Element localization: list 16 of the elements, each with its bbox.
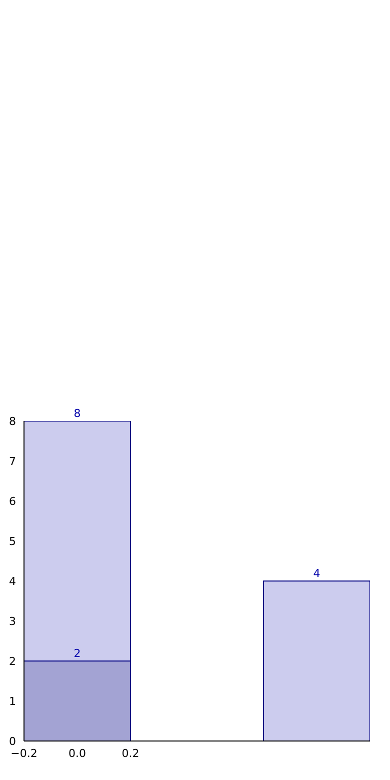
y-tick-label: 6 [9, 494, 16, 508]
x-tick-label: −0.2 [10, 746, 38, 760]
y-tick-label: 1 [9, 694, 16, 708]
y-tick-label: 0 [9, 734, 16, 748]
y-tick-label: 7 [9, 454, 16, 468]
y-tick-label: 2 [9, 654, 16, 668]
x-tick-label: 0.0 [68, 746, 86, 760]
y-tick-label: 4 [9, 574, 16, 588]
bar [263, 580, 370, 741]
y-tick-label: 8 [9, 414, 16, 428]
data-label: 2 [74, 647, 81, 660]
y-tick-label: 5 [9, 534, 16, 548]
total-label: 8 [74, 407, 81, 420]
x-tick-label: 0.2 [122, 746, 140, 760]
y-tick-label: 3 [9, 614, 16, 628]
total-label: 4 [313, 567, 320, 580]
